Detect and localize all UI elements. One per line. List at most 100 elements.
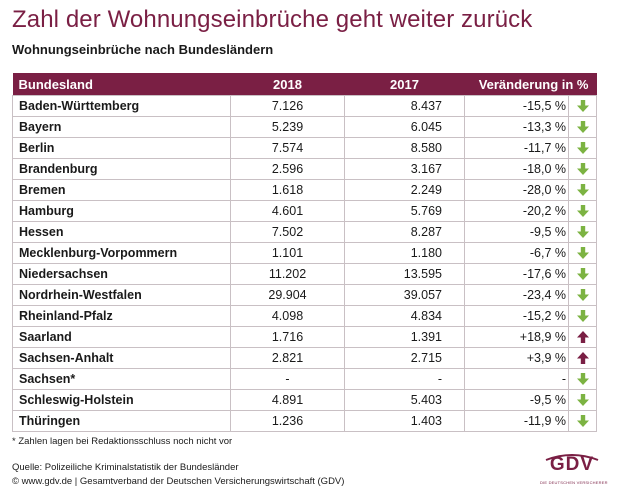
cell-bundesland: Mecklenburg-Vorpommern [12, 242, 231, 264]
source-note: Quelle: Polizeiliche Kriminalstatistik d… [12, 462, 239, 473]
cell-bundesland: Sachsen-Anhalt [12, 347, 231, 369]
cell-2017: 8.580 [344, 137, 465, 159]
cell-change: -20,2 % [464, 200, 569, 222]
cell-bundesland: Schleswig-Holstein [12, 389, 231, 411]
table-row: Sachsen-Anhalt 2.821 2.715 +3,9 % [12, 347, 597, 369]
cell-2017: 39.057 [344, 284, 465, 306]
gdv-logo: GDV DIE DEUTSCHEN VERSICHERER [540, 452, 607, 492]
cell-2018: 7.502 [230, 221, 345, 243]
cell-change: -13,3 % [464, 116, 569, 138]
arrow-down-icon [576, 142, 589, 155]
arrow-down-icon [576, 121, 589, 134]
burglary-table: Bundesland 2018 2017 Veränderung in % Ba… [12, 73, 597, 432]
table-row: Thüringen 1.236 1.403 -11,9 % [12, 410, 597, 432]
cell-trend-icon [568, 158, 597, 180]
table-row: Brandenburg 2.596 3.167 -18,0 % [12, 158, 597, 180]
column-header-change: Veränderung in % [464, 73, 597, 96]
table-body: Baden-Württemberg 7.126 8.437 -15,5 % Bayern… [12, 95, 597, 432]
logo-swoosh-icon [545, 454, 599, 461]
burglary-table-container: Bundesland 2018 2017 Veränderung in % Ba… [12, 73, 597, 432]
cell-2018: - [230, 368, 345, 390]
cell-trend-icon [568, 200, 597, 222]
cell-trend-icon [568, 347, 597, 369]
cell-2017: 1.180 [344, 242, 465, 264]
cell-2018: 11.202 [230, 263, 345, 285]
cell-bundesland: Niedersachsen [12, 263, 231, 285]
cell-change: -9,5 % [464, 389, 569, 411]
cell-2017: 2.715 [344, 347, 465, 369]
cell-bundesland: Bremen [12, 179, 231, 201]
cell-2018: 5.239 [230, 116, 345, 138]
arrow-down-icon [576, 394, 589, 407]
cell-2018: 1.101 [230, 242, 345, 264]
cell-trend-icon [568, 137, 597, 159]
cell-2018: 1.618 [230, 179, 345, 201]
cell-2017: 2.249 [344, 179, 465, 201]
cell-change: -15,2 % [464, 305, 569, 327]
cell-bundesland: Saarland [12, 326, 231, 348]
cell-change: -18,0 % [464, 158, 569, 180]
cell-change: - [464, 368, 569, 390]
arrow-down-icon [576, 247, 589, 260]
cell-trend-icon [568, 368, 597, 390]
cell-bundesland: Hamburg [12, 200, 231, 222]
arrow-up-icon [576, 331, 589, 344]
arrow-up-icon [576, 352, 589, 365]
arrow-down-icon [576, 415, 589, 428]
arrow-down-icon [576, 268, 589, 281]
cell-2017: 5.403 [344, 389, 465, 411]
cell-trend-icon [568, 116, 597, 138]
table-row: Berlin 7.574 8.580 -11,7 % [12, 137, 597, 159]
cell-trend-icon [568, 95, 597, 117]
cell-bundesland: Rheinland-Pfalz [12, 305, 231, 327]
cell-2017: 8.287 [344, 221, 465, 243]
table-row: Nordrhein-Westfalen 29.904 39.057 -23,4 % [12, 284, 597, 306]
column-header-2017: 2017 [344, 73, 465, 96]
cell-bundesland: Thüringen [12, 410, 231, 432]
arrow-down-icon [576, 289, 589, 302]
cell-trend-icon [568, 263, 597, 285]
cell-bundesland: Baden-Württemberg [12, 95, 231, 117]
cell-trend-icon [568, 221, 597, 243]
cell-2017: 5.769 [344, 200, 465, 222]
cell-change: -28,0 % [464, 179, 569, 201]
cell-2018: 2.596 [230, 158, 345, 180]
cell-change: -23,4 % [464, 284, 569, 306]
copyright-note: © www.gdv.de | Gesamtverband der Deutsch… [12, 476, 345, 487]
arrow-down-icon [576, 373, 589, 386]
cell-change: +18,9 % [464, 326, 569, 348]
cell-2018: 7.126 [230, 95, 345, 117]
cell-2017: 13.595 [344, 263, 465, 285]
cell-2018: 4.098 [230, 305, 345, 327]
cell-change: -6,7 % [464, 242, 569, 264]
cell-change: -11,9 % [464, 410, 569, 432]
arrow-down-icon [576, 310, 589, 323]
page-subtitle: Wohnungseinbrüche nach Bundesländern [12, 42, 274, 57]
arrow-down-icon [576, 100, 589, 113]
cell-2017: 3.167 [344, 158, 465, 180]
cell-bundesland: Brandenburg [12, 158, 231, 180]
table-row: Hessen 7.502 8.287 -9,5 % [12, 221, 597, 243]
cell-change: -17,6 % [464, 263, 569, 285]
cell-change: -9,5 % [464, 221, 569, 243]
cell-bundesland: Hessen [12, 221, 231, 243]
cell-trend-icon [568, 179, 597, 201]
table-header-row: Bundesland 2018 2017 Veränderung in % [12, 73, 597, 96]
cell-trend-icon [568, 389, 597, 411]
cell-2018: 4.891 [230, 389, 345, 411]
cell-bundesland: Berlin [12, 137, 231, 159]
cell-2018: 2.821 [230, 347, 345, 369]
cell-2018: 7.574 [230, 137, 345, 159]
cell-change: +3,9 % [464, 347, 569, 369]
cell-bundesland: Nordrhein-Westfalen [12, 284, 231, 306]
cell-trend-icon [568, 242, 597, 264]
table-row: Baden-Württemberg 7.126 8.437 -15,5 % [12, 95, 597, 117]
arrow-down-icon [576, 226, 589, 239]
table-row: Hamburg 4.601 5.769 -20,2 % [12, 200, 597, 222]
cell-2017: 6.045 [344, 116, 465, 138]
arrow-down-icon [576, 163, 589, 176]
cell-2017: 1.403 [344, 410, 465, 432]
cell-2018: 29.904 [230, 284, 345, 306]
cell-2017: 4.834 [344, 305, 465, 327]
cell-2018: 1.236 [230, 410, 345, 432]
